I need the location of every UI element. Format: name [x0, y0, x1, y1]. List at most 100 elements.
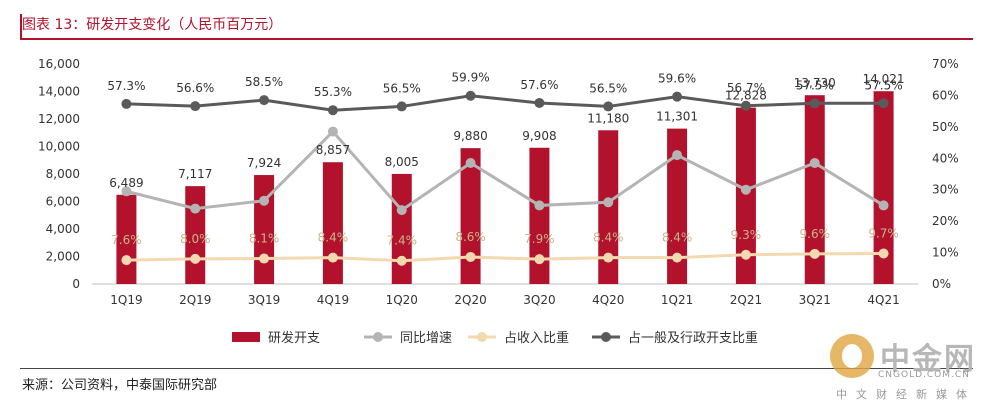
bar-data-label: 8,857 — [316, 143, 350, 157]
x-tick-label: 2Q21 — [730, 293, 762, 307]
y-right-tick-label: 70% — [932, 57, 959, 71]
point-yoy-growth — [327, 126, 338, 137]
bar-rd-expense — [116, 194, 137, 284]
bar-data-label: 9,880 — [453, 129, 487, 143]
bar-rd-expense — [254, 175, 275, 284]
x-tick-label: 1Q21 — [661, 293, 693, 307]
bar-data-label: 8,005 — [385, 155, 419, 169]
watermark-tagline: 中文财经新媒体 — [836, 388, 976, 401]
watermark-name: 中金网 — [880, 342, 976, 377]
legend-swatch-marker — [601, 332, 611, 342]
legend-swatch-marker — [373, 332, 383, 342]
point-revenue-ratio — [327, 252, 338, 263]
point-yoy-growth — [259, 195, 270, 206]
x-tick-label: 4Q20 — [592, 293, 624, 307]
point-admin-ratio — [121, 98, 132, 109]
header-accent-bar — [20, 14, 22, 40]
point-yoy-growth — [396, 205, 407, 216]
point-yoy-growth — [190, 203, 201, 214]
bar-data-label: 9,908 — [522, 129, 556, 143]
revenue-ratio-data-label: 9.7% — [868, 227, 899, 241]
point-yoy-growth — [465, 158, 476, 168]
header-rule — [20, 38, 973, 40]
revenue-ratio-data-label: 8.1% — [249, 232, 280, 246]
revenue-ratio-data-label: 7.9% — [524, 232, 555, 246]
chart-canvas: 0 2,000 4,000 6,000 8,000 10,000 12,000 14,000 1… — [38, 57, 959, 346]
point-yoy-growth — [878, 200, 889, 211]
point-admin-ratio — [259, 95, 270, 106]
bar-rd-expense — [322, 162, 343, 284]
revenue-ratio-data-label: 8.6% — [455, 230, 486, 244]
point-revenue-ratio — [878, 248, 889, 259]
watermark-domain: CNGOLD.COM.CN — [878, 370, 970, 380]
y-right-tick-label: 20% — [932, 214, 959, 228]
point-yoy-growth — [534, 200, 545, 211]
y-left-tick-label: 8,000 — [46, 167, 80, 181]
point-admin-ratio — [396, 101, 407, 112]
bar-data-label: 11,301 — [656, 110, 698, 124]
admin-ratio-data-label: 57.5% — [796, 78, 834, 92]
point-admin-ratio — [878, 98, 889, 109]
x-tick-label: 2Q19 — [179, 293, 211, 307]
footer-rule — [20, 368, 973, 369]
bar-rd-expense — [460, 148, 481, 284]
bar-data-label: 14,021 — [863, 72, 905, 86]
point-admin-ratio — [534, 97, 545, 108]
point-yoy-growth — [740, 184, 751, 195]
point-revenue-ratio — [809, 248, 820, 259]
admin-ratio-data-label: 56.7% — [727, 81, 765, 95]
point-admin-ratio — [327, 105, 338, 116]
line-yoy-growth — [126, 129, 885, 213]
point-revenue-ratio — [259, 253, 270, 264]
point-admin-ratio — [603, 101, 614, 112]
revenue-ratio-data-label: 8.4% — [593, 231, 624, 245]
line-admin-ratio — [126, 94, 884, 112]
y-right-tick-label: 40% — [932, 151, 959, 165]
y-left-tick-label: 10,000 — [38, 140, 80, 154]
admin-ratio-data-label: 56.5% — [383, 81, 421, 95]
y-right-tick-label: 10% — [932, 246, 959, 260]
admin-ratio-data-label: 57.6% — [520, 78, 558, 92]
bar-data-label: 12,828 — [725, 89, 767, 103]
y-right-tick-label: 60% — [932, 88, 959, 102]
bar-data-label: 6,489 — [109, 176, 143, 190]
point-admin-ratio — [809, 98, 820, 109]
admin-ratio-data-label: 56.6% — [176, 81, 214, 95]
revenue-ratio-data-label: 8.4% — [662, 231, 693, 245]
legend-label: 同比增速 — [400, 331, 452, 346]
x-tick-label: 3Q21 — [799, 293, 831, 307]
y-left-tick-label: 4,000 — [46, 222, 80, 236]
admin-ratio-data-label: 55.3% — [314, 85, 352, 99]
revenue-ratio-data-label: 9.6% — [800, 227, 831, 241]
revenue-ratio-data-label: 7.6% — [111, 233, 142, 247]
revenue-ratio-data-label: 8.4% — [318, 231, 349, 245]
point-yoy-growth — [121, 186, 132, 197]
line-revenue-ratio — [126, 252, 884, 263]
point-revenue-ratio — [465, 251, 476, 262]
admin-ratio-data-label: 56.5% — [589, 81, 627, 95]
point-admin-ratio — [190, 101, 201, 112]
x-tick-label: 1Q20 — [386, 293, 418, 307]
admin-ratio-data-label: 57.3% — [107, 79, 145, 93]
x-tick-label: 4Q21 — [867, 293, 899, 307]
bar-rd-expense — [529, 147, 550, 284]
point-yoy-growth — [603, 197, 614, 208]
point-admin-ratio — [672, 91, 683, 102]
bar-data-label: 7,117 — [178, 167, 212, 181]
point-yoy-growth — [672, 150, 683, 161]
legend-swatch-marker — [477, 332, 487, 342]
bar-rd-expense — [873, 91, 894, 285]
watermark-logo-icon — [830, 334, 874, 378]
x-tick-label: 4Q19 — [317, 293, 349, 307]
watermark: 中金网 CNGOLD.COM.CN 中文财经新媒体 — [830, 334, 990, 404]
legend-label: 研发开支 — [268, 330, 320, 346]
legend-label: 占一般及行政开支比重 — [628, 330, 758, 346]
y-left-tick-label: 2,000 — [46, 250, 80, 264]
point-revenue-ratio — [672, 252, 683, 263]
x-tick-label: 2Q20 — [454, 293, 486, 307]
point-admin-ratio — [740, 100, 751, 111]
point-revenue-ratio — [190, 253, 201, 264]
legend-swatch-bar — [232, 332, 260, 342]
y-left-tick-label: 12,000 — [38, 112, 80, 126]
x-tick-label: 1Q19 — [110, 293, 142, 307]
